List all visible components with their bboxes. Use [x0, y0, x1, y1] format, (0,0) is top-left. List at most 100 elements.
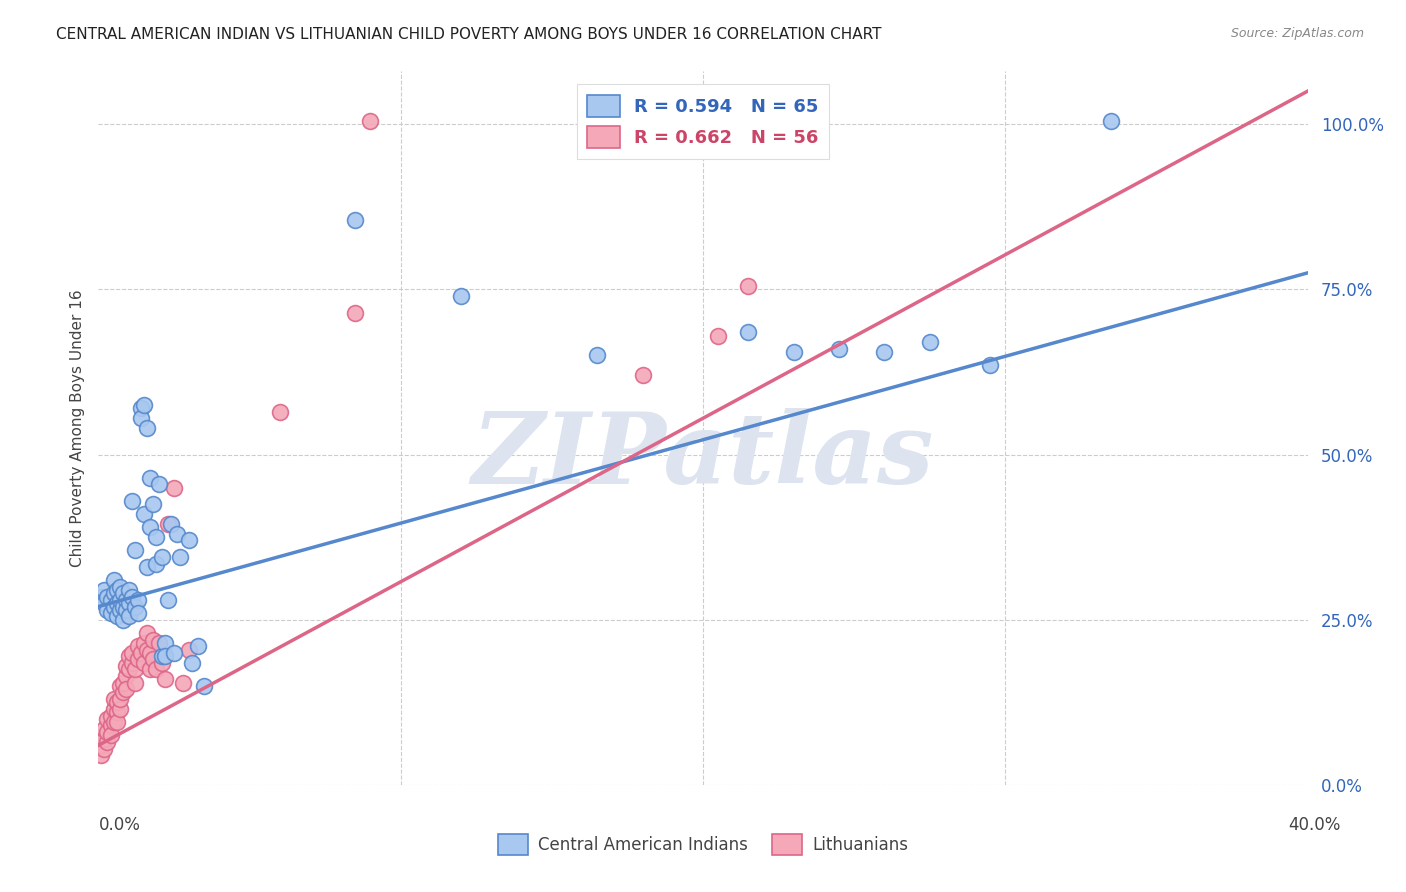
Point: [1099, 114, 1122, 128]
Point: [111, 675, 134, 690]
Point: [111, 685, 134, 699]
Point: [142, 497, 165, 511]
Point: [108, 679, 131, 693]
Point: [96, 735, 118, 749]
Point: [179, 533, 201, 548]
Point: [111, 613, 134, 627]
Point: [129, 646, 152, 660]
Point: [344, 305, 367, 319]
Point: [132, 398, 155, 412]
Point: [179, 642, 201, 657]
Point: [124, 662, 146, 676]
Point: [181, 656, 204, 670]
Point: [105, 706, 128, 720]
Point: [96, 590, 118, 604]
Text: ZIPatlas: ZIPatlas: [472, 409, 934, 505]
Point: [124, 543, 146, 558]
Point: [105, 695, 128, 709]
Point: [150, 649, 173, 664]
Text: 40.0%: 40.0%: [1288, 816, 1341, 834]
Point: [118, 662, 141, 676]
Point: [187, 639, 209, 653]
Point: [737, 326, 759, 340]
Point: [108, 603, 131, 617]
Point: [103, 599, 125, 614]
Point: [139, 662, 162, 676]
Point: [163, 481, 186, 495]
Point: [105, 609, 128, 624]
Point: [160, 516, 183, 531]
Point: [129, 411, 152, 425]
Point: [118, 596, 141, 610]
Point: [108, 692, 131, 706]
Text: Source: ZipAtlas.com: Source: ZipAtlas.com: [1230, 27, 1364, 40]
Point: [783, 345, 806, 359]
Point: [129, 401, 152, 416]
Point: [707, 328, 730, 343]
Point: [145, 662, 167, 676]
Point: [586, 349, 609, 363]
Point: [828, 342, 851, 356]
Point: [148, 636, 170, 650]
Point: [127, 639, 149, 653]
Point: [150, 656, 173, 670]
Point: [103, 692, 125, 706]
Point: [121, 590, 143, 604]
Point: [118, 582, 141, 597]
Point: [100, 708, 122, 723]
Point: [108, 702, 131, 716]
Point: [96, 712, 118, 726]
Point: [118, 609, 141, 624]
Point: [360, 114, 382, 128]
Point: [105, 582, 128, 597]
Point: [135, 626, 157, 640]
Point: [103, 715, 125, 730]
Point: [145, 530, 167, 544]
Point: [153, 672, 176, 686]
Point: [100, 728, 122, 742]
Point: [90, 739, 112, 753]
Point: [737, 279, 759, 293]
Point: [156, 516, 179, 531]
Point: [163, 646, 186, 660]
Point: [93, 582, 115, 597]
Point: [873, 345, 896, 359]
Point: [114, 603, 136, 617]
Point: [124, 675, 146, 690]
Point: [90, 590, 112, 604]
Point: [156, 593, 179, 607]
Point: [114, 659, 136, 673]
Legend: R = 0.594   N = 65, R = 0.662   N = 56: R = 0.594 N = 65, R = 0.662 N = 56: [576, 84, 830, 159]
Point: [93, 741, 115, 756]
Point: [132, 636, 155, 650]
Point: [132, 507, 155, 521]
Point: [103, 573, 125, 587]
Point: [150, 549, 173, 564]
Point: [100, 718, 122, 732]
Point: [114, 593, 136, 607]
Legend: Central American Indians, Lithuanians: Central American Indians, Lithuanians: [491, 828, 915, 862]
Point: [344, 213, 367, 227]
Point: [139, 471, 162, 485]
Point: [121, 646, 143, 660]
Point: [139, 646, 162, 660]
Point: [121, 493, 143, 508]
Point: [124, 599, 146, 614]
Point: [135, 560, 157, 574]
Point: [172, 675, 194, 690]
Point: [118, 649, 141, 664]
Point: [100, 593, 122, 607]
Point: [103, 586, 125, 600]
Point: [96, 725, 118, 739]
Point: [93, 731, 115, 746]
Point: [139, 520, 162, 534]
Point: [979, 359, 1001, 373]
Point: [132, 656, 155, 670]
Point: [153, 649, 176, 664]
Point: [142, 652, 165, 666]
Point: [269, 404, 291, 418]
Point: [127, 652, 149, 666]
Point: [148, 477, 170, 491]
Point: [96, 603, 118, 617]
Point: [135, 642, 157, 657]
